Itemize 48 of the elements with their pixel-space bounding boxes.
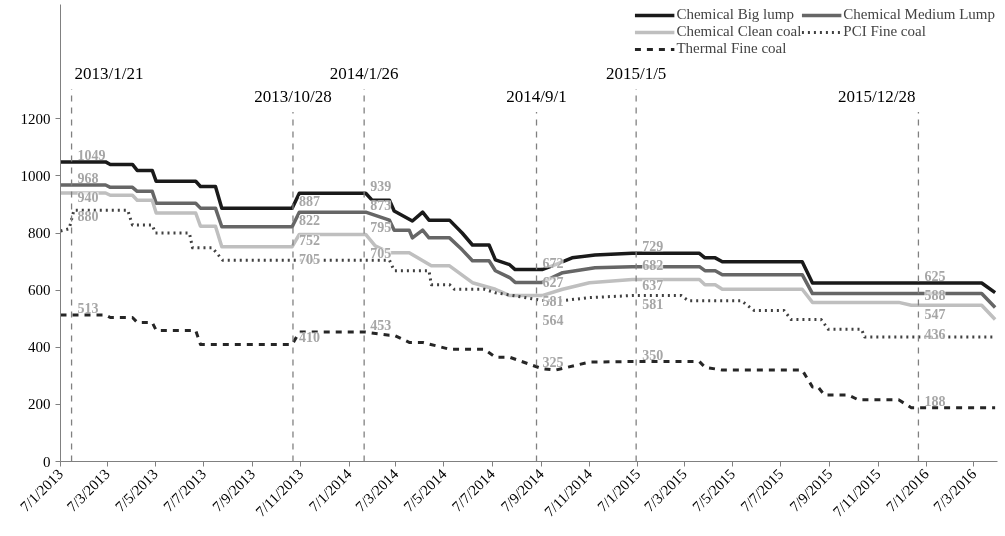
annotation: 705 [298, 251, 320, 267]
y-tick-label: 200 [28, 396, 51, 413]
annotation: 873 [370, 198, 392, 214]
annotation: 822 [298, 213, 320, 229]
annotation: 939 [370, 179, 392, 195]
ref-line-label: 2015/1/5 [605, 63, 667, 83]
annotation: 880 [77, 209, 99, 225]
legend-label: Chemical Clean coal [676, 23, 802, 40]
y-tick-label: 600 [28, 282, 51, 299]
annotation: 513 [77, 300, 99, 316]
ref-line-label: 2013/10/28 [254, 86, 332, 106]
annotation: 410 [298, 330, 320, 346]
annotation: 188 [924, 393, 946, 409]
annotation: 547 [924, 307, 946, 323]
annotation: 672 [542, 255, 564, 271]
annotation: 1049 [77, 147, 106, 163]
y-tick-label: 0 [43, 453, 51, 470]
y-tick-label: 1000 [20, 167, 51, 184]
annotation: 436 [924, 326, 946, 342]
annotation: 729 [642, 239, 664, 255]
annotation: 887 [298, 194, 320, 210]
annotation: 588 [924, 288, 946, 304]
annotation: 682 [642, 258, 664, 274]
y-tick-label: 800 [28, 225, 51, 241]
ref-line-label: 2014/9/1 [506, 86, 567, 106]
annotation: 581 [542, 293, 564, 309]
annotation: 705 [370, 246, 392, 262]
annotation: 627 [542, 274, 564, 290]
ref-line-label: 2013/1/21 [74, 63, 144, 83]
ref-line-label: 2014/1/26 [329, 63, 399, 83]
annotation: 564 [542, 313, 564, 329]
annotation: 350 [642, 347, 664, 363]
annotation: 625 [924, 268, 946, 284]
annotation: 453 [370, 318, 392, 334]
annotation: 752 [298, 232, 320, 248]
legend-label: Thermal Fine coal [676, 40, 787, 57]
annotation: 325 [542, 354, 564, 370]
y-tick-label: 1200 [20, 110, 51, 127]
ref-line-label: 2015/12/28 [837, 86, 916, 106]
y-tick-label: 400 [28, 339, 51, 356]
annotation: 968 [77, 171, 99, 187]
legend-label: Chemical Medium Lump [843, 6, 995, 23]
annotation: 940 [77, 190, 99, 206]
legend-label: PCI Fine coal [843, 23, 926, 40]
legend-label: Chemical Big lump [676, 6, 794, 23]
annotation: 581 [642, 296, 664, 312]
annotation: 637 [642, 277, 664, 293]
annotation: 795 [370, 220, 392, 236]
